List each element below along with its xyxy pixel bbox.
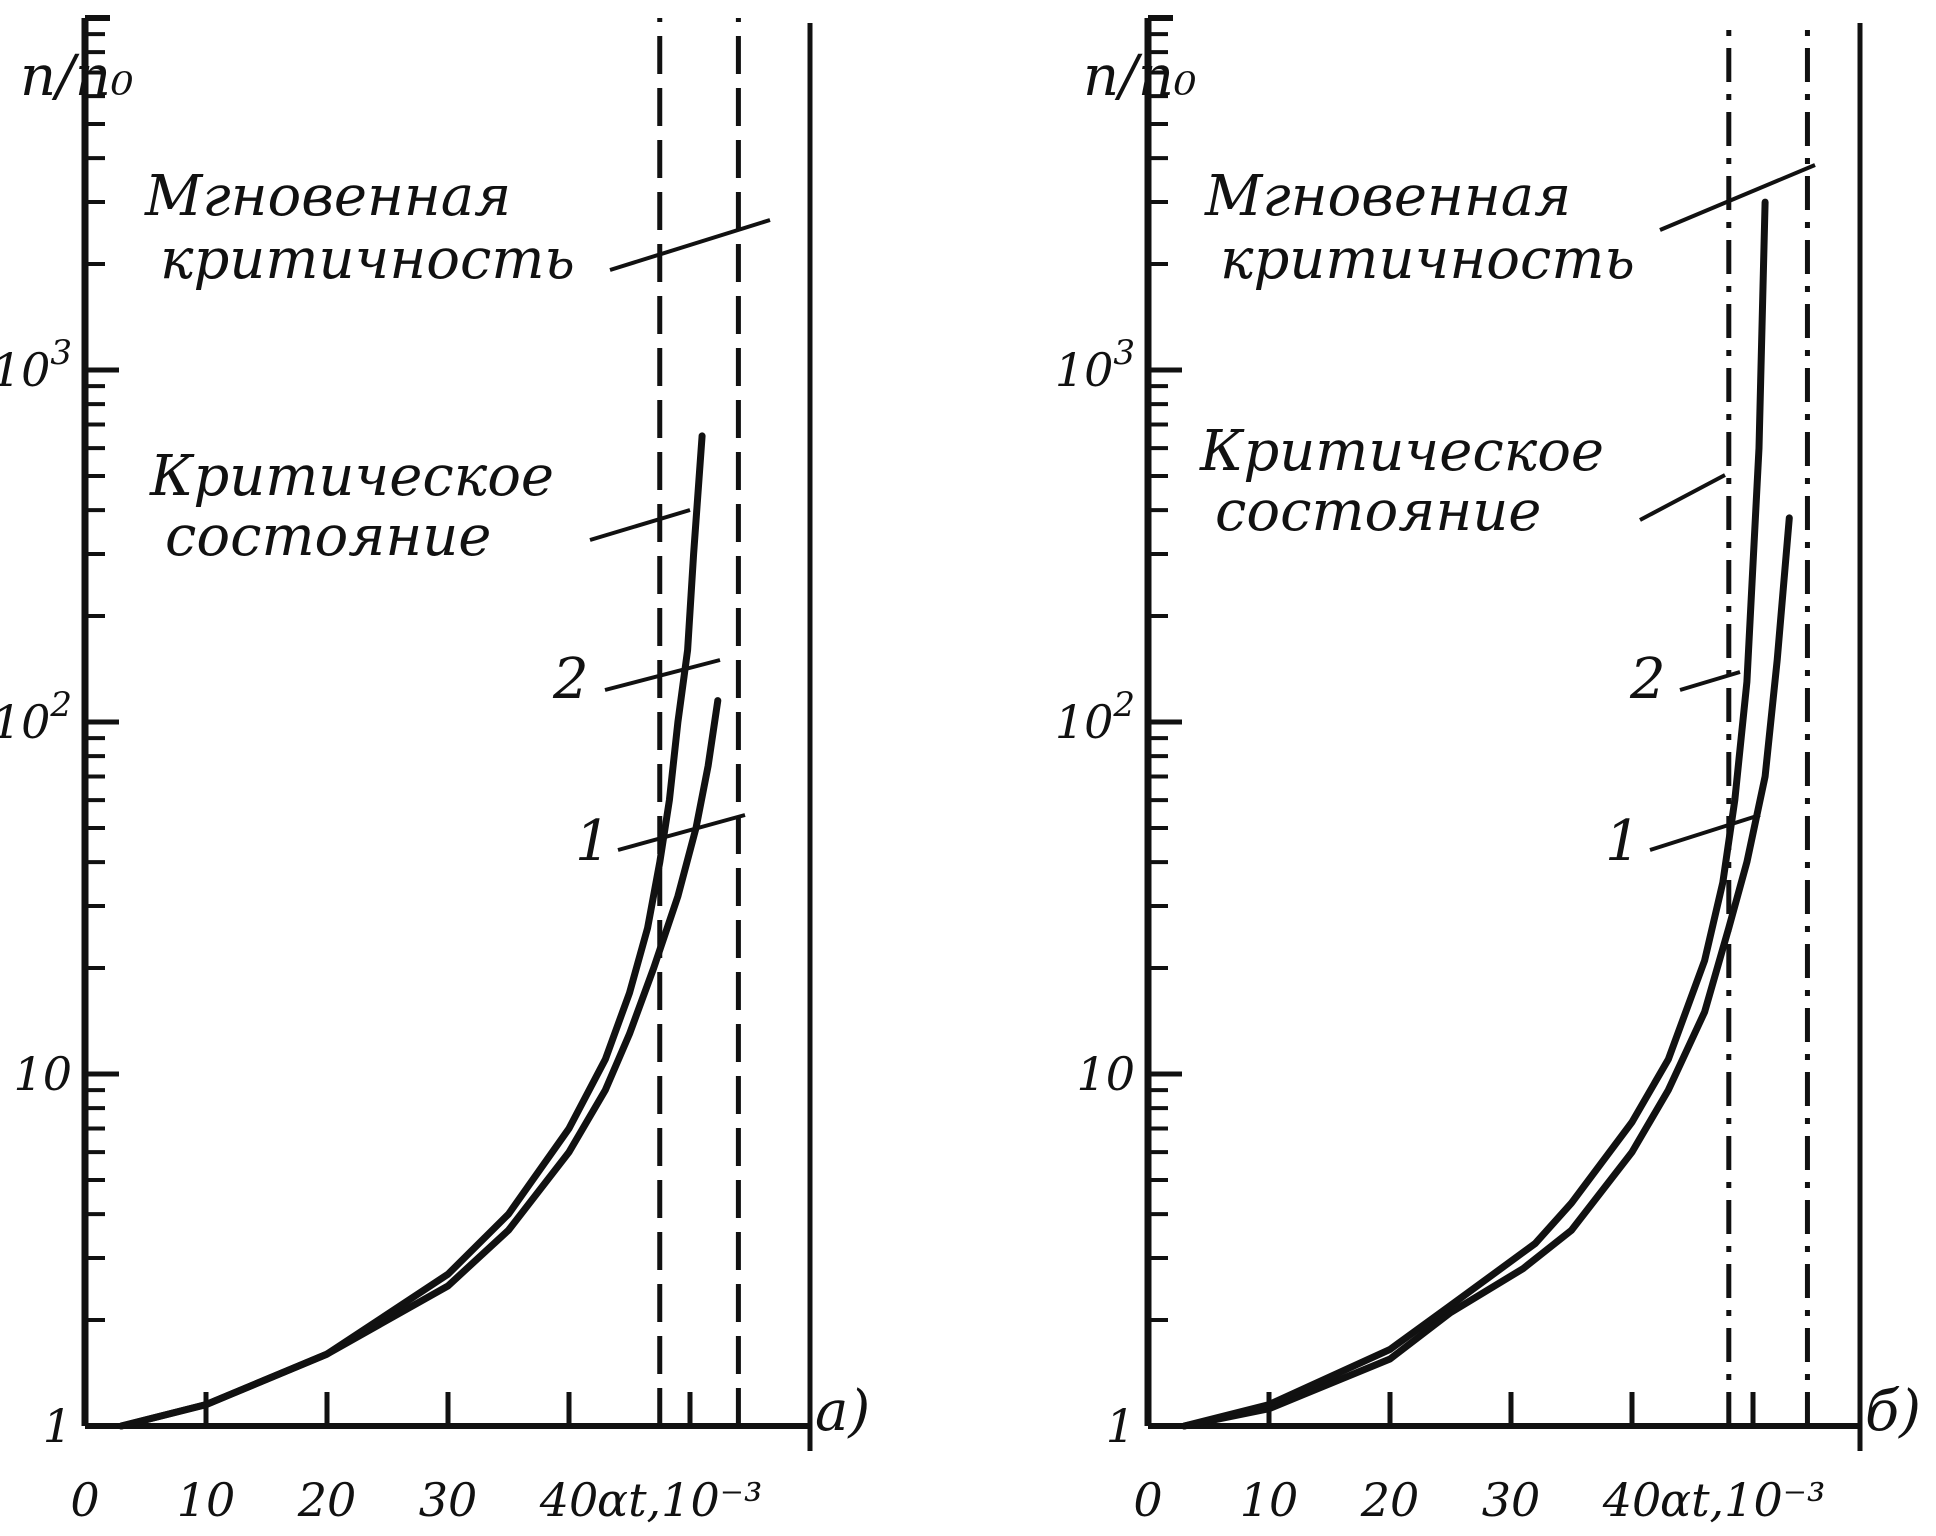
y-ticks [85, 32, 119, 1429]
y-tick-label: 102 [0, 685, 72, 749]
annotation-critical-state-line2: состояние [165, 504, 491, 569]
annotation-prompt-criticality-line2: критичность [160, 227, 575, 292]
x-axis-label: αt,10⁻³ [1660, 1473, 1825, 1527]
series-1-line [1180, 514, 1793, 1430]
x-tick-label: 40 [539, 1473, 599, 1527]
y-axis-label: n/n₀ [20, 44, 133, 109]
x-tick-label: 30 [1482, 1473, 1541, 1527]
x-tick-label: 10 [177, 1473, 236, 1527]
pointer-critical-state [1639, 473, 1726, 522]
y-tick-label: 103 [1055, 333, 1135, 397]
series-2-line [117, 432, 706, 1430]
y-tick-label: 10 [13, 1047, 72, 1101]
pointer-critical-state [589, 508, 691, 542]
x-axis-label: αt,10⁻³ [597, 1473, 762, 1527]
x-tick-label: 0 [70, 1473, 99, 1527]
annotation-critical-state-line2: состояние [1215, 479, 1541, 544]
y-tick-label: 102 [1055, 685, 1135, 749]
pointer-series-1 [617, 813, 746, 852]
panel-label: а) [815, 1379, 870, 1444]
panel-label: б) [1865, 1379, 1921, 1444]
annotation-critical-state-line1: Критическое [1199, 419, 1604, 484]
x-tick-label: 10 [1240, 1473, 1299, 1527]
series-label-2: 2 [1629, 647, 1666, 712]
x-ticks [82, 1392, 693, 1426]
y-tick-label: 1 [43, 1399, 72, 1453]
series-1-line [117, 697, 722, 1430]
y-tick-label: 1 [1106, 1399, 1135, 1453]
y-axis-label: n/n₀ [1083, 44, 1196, 109]
annotation-critical-state-line1: Критическое [149, 444, 554, 509]
annotation-prompt-criticality-line1: Мгновенная [1204, 164, 1571, 229]
y-ticks [1148, 32, 1182, 1429]
pointer-series-2 [604, 658, 721, 692]
series-label-2: 2 [552, 647, 589, 712]
x-tick-label: 0 [1133, 1473, 1162, 1527]
pointer-prompt-criticality [609, 218, 771, 272]
annotation-prompt-criticality-line2: критичность [1220, 227, 1635, 292]
y-tick-label: 103 [0, 333, 72, 397]
y-tick-label: 10 [1076, 1047, 1135, 1101]
annotation-prompt-criticality-line1: Мгновенная [144, 164, 511, 229]
series-label-1: 1 [1605, 809, 1641, 874]
series-2-line [1180, 198, 1769, 1430]
x-tick-label: 20 [1360, 1473, 1420, 1527]
pointer-prompt-criticality [1659, 163, 1816, 232]
x-tick-label: 40 [1602, 1473, 1662, 1527]
pointer-series-1 [1649, 813, 1761, 852]
x-tick-label: 30 [419, 1473, 478, 1527]
pointer-series-2 [1679, 670, 1741, 692]
x-tick-label: 20 [297, 1473, 357, 1527]
series-label-1: 1 [575, 809, 611, 874]
x-ticks [1145, 1392, 1756, 1426]
